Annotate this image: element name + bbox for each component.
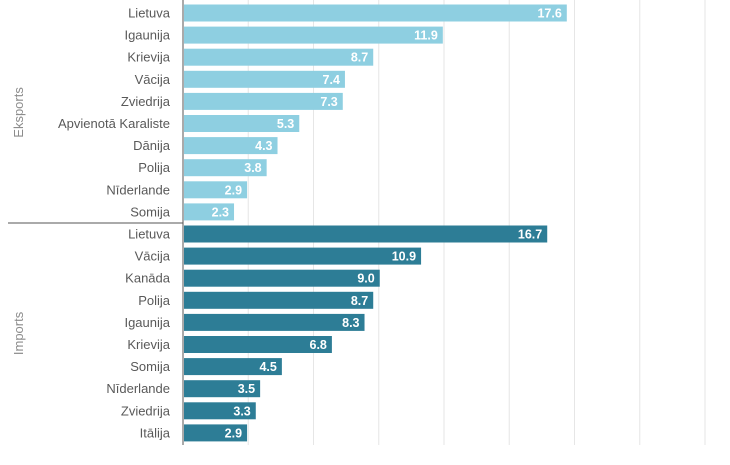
category-label: Vācija — [135, 249, 171, 264]
bar — [184, 248, 421, 265]
value-label: 6.8 — [310, 338, 327, 352]
category-label: Krievija — [127, 50, 170, 65]
bar — [184, 314, 365, 331]
bar — [184, 93, 343, 110]
value-label: 8.7 — [351, 51, 368, 65]
value-label: 2.9 — [225, 426, 242, 440]
value-label: 7.3 — [320, 95, 337, 109]
value-label: 17.6 — [537, 7, 561, 21]
category-label: Kanāda — [125, 271, 171, 286]
value-label: 2.9 — [225, 183, 242, 197]
value-label: 4.3 — [255, 139, 272, 153]
category-label: Nīderlande — [106, 381, 170, 396]
category-label: Polija — [138, 293, 171, 308]
category-label: Somija — [130, 204, 171, 219]
bar — [184, 5, 567, 22]
value-label: 4.5 — [259, 360, 276, 374]
category-label: Nīderlande — [106, 182, 170, 197]
category-label: Polija — [138, 160, 171, 175]
category-label: Somija — [130, 359, 171, 374]
group-label: Imports — [11, 311, 26, 355]
category-label: Dānija — [133, 138, 171, 153]
category-label: Zviedrija — [121, 94, 171, 109]
value-label: 8.7 — [351, 294, 368, 308]
value-label: 3.5 — [238, 382, 255, 396]
category-label: Lietuva — [128, 227, 171, 242]
value-label: 7.4 — [323, 73, 340, 87]
category-label: Itālija — [140, 425, 171, 440]
bar — [184, 49, 373, 66]
bar — [184, 27, 443, 44]
bar — [184, 226, 547, 243]
bar-chart-svg: Lietuva 17.6 Igaunija 11.9 Krievija 8.7 Vācija… — [0, 0, 730, 465]
value-label: 2.3 — [212, 205, 229, 219]
category-label: Igaunija — [124, 28, 170, 43]
category-label: Igaunija — [124, 315, 170, 330]
category-label: Vācija — [135, 72, 171, 87]
value-label: 8.3 — [342, 316, 359, 330]
group-axis — [8, 0, 183, 445]
bar — [184, 270, 380, 287]
value-label: 16.7 — [518, 228, 542, 242]
category-label: Krievija — [127, 337, 170, 352]
bar — [184, 292, 373, 309]
value-label: 9.0 — [357, 272, 374, 286]
group-label: Eksports — [11, 87, 26, 138]
gridlines — [248, 0, 705, 445]
category-label: Zviedrija — [121, 403, 171, 418]
value-label: 3.3 — [233, 404, 250, 418]
value-label: 11.9 — [414, 29, 438, 43]
value-label: 10.9 — [392, 250, 416, 264]
category-label: Lietuva — [128, 6, 171, 21]
value-label: 5.3 — [277, 117, 294, 131]
category-label: Apvienotā Karaliste — [58, 116, 170, 131]
value-label: 3.8 — [244, 161, 261, 175]
chart: Lietuva 17.6 Igaunija 11.9 Krievija 8.7 Vācija… — [0, 0, 730, 465]
bar — [184, 71, 345, 88]
